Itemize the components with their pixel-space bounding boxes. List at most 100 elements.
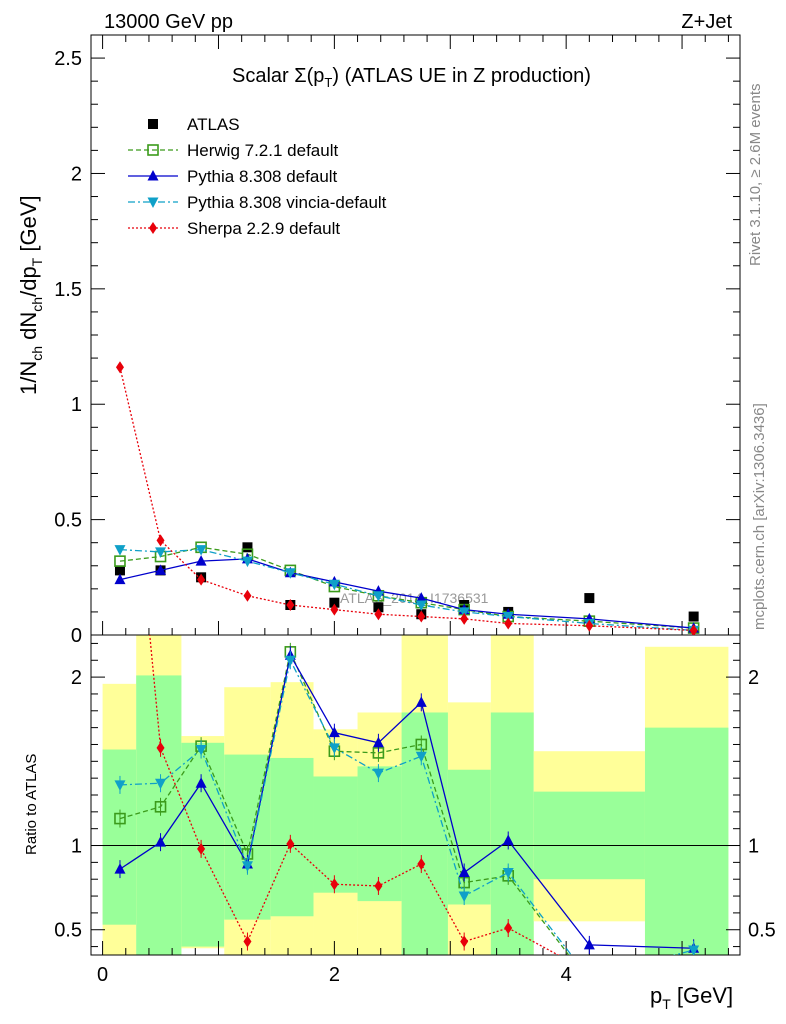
sherpa-ratio-point-7	[417, 858, 426, 871]
sherpa-ratio-point-10	[585, 966, 593, 978]
pythia-ratio-point-9	[502, 834, 514, 845]
atlas-point-3	[242, 542, 253, 553]
y-tick-label-ratio-left: 1	[71, 836, 82, 858]
legend-label-atlas: ATLAS	[187, 115, 240, 134]
legend-label-herwig: Herwig 7.2.1 default	[187, 141, 338, 160]
legend-marker-pythia	[147, 170, 159, 181]
legend: ATLAS Herwig 7.2.1 default Pythia 8.308 de…	[128, 115, 387, 238]
sherpa-point-7	[417, 610, 426, 623]
band-inner-0	[102, 749, 137, 925]
y-tick-label-ratio-right: 1	[748, 836, 759, 858]
atlas-point-0	[114, 565, 125, 576]
legend-marker-atlas	[148, 119, 158, 129]
sherpa-ratio-point-6	[374, 879, 383, 892]
pythia-ratio-point-7	[415, 696, 427, 707]
energy-label: 13000 GeV pp	[104, 11, 233, 33]
pythia-ratio-point-2	[195, 777, 207, 788]
sherpa-ratio-point-3	[243, 935, 252, 948]
vincia-point-1	[155, 547, 167, 558]
sherpa-point-1	[156, 534, 165, 547]
band-inner-6	[357, 766, 402, 902]
sherpa-ratio-point-1	[156, 741, 165, 754]
y-tick-label-main: 0	[71, 625, 82, 647]
pythia-line	[119, 558, 694, 629]
vincia-point-0	[114, 545, 126, 556]
x-tick-label: 4	[561, 964, 572, 986]
sherpa-ratio-point-8	[460, 935, 469, 948]
band-inner-9	[490, 712, 534, 955]
herwig-ratio-point-0	[114, 812, 126, 825]
atlas-point-6	[373, 602, 384, 613]
atlas-point-11	[688, 611, 699, 622]
process-label: Z+Jet	[681, 11, 732, 33]
band-inner-2	[181, 742, 225, 947]
sherpa-ratio-point-0	[116, 317, 124, 329]
vincia-ratio-point-6	[372, 768, 384, 780]
sherpa-line	[119, 367, 694, 632]
band-inner-10	[533, 791, 645, 880]
x-axis-label: pT [GeV]	[650, 983, 733, 1012]
pythia-ratio-point-0	[114, 863, 126, 874]
x-tick-label: 2	[329, 964, 340, 986]
rivet-version-label: Rivet 3.1.10, ≥ 2.6M events	[747, 84, 764, 267]
sherpa-point-3	[243, 589, 252, 602]
vincia-ratio-point-5	[328, 743, 340, 754]
vincia-ratio-point-1	[155, 778, 167, 790]
y-tick-label-main: 2.5	[54, 48, 82, 70]
band-inner-1	[136, 675, 182, 955]
pythia-point-0	[114, 573, 126, 585]
herwig-point-0	[114, 555, 126, 567]
main-y-axis-label: 1/Nch dNch/dpT [GeV]	[16, 195, 45, 395]
main-series	[114, 361, 700, 635]
atlas-point-5	[329, 597, 340, 608]
herwig-ratio-line	[119, 649, 570, 955]
ratio-series	[114, 317, 700, 987]
y-tick-label-main: 0.5	[54, 510, 82, 532]
band-inner-11	[644, 727, 729, 955]
vincia-ratio-line	[119, 658, 694, 955]
pythia-ratio-point-5	[328, 726, 340, 738]
vincia-ratio-point-10	[584, 974, 595, 985]
vincia-ratio-point-8	[458, 891, 470, 903]
vincia-ratio-point-0	[114, 780, 126, 791]
sherpa-ratio-point-5	[330, 878, 339, 891]
legend-marker-herwig	[147, 144, 159, 156]
y-tick-label-ratio-left: 0.5	[54, 920, 82, 942]
legend-marker-vincia	[147, 197, 159, 208]
y-tick-label-ratio-right: 0.5	[748, 920, 776, 942]
sherpa-ratio-line	[149, 635, 560, 955]
vincia-point-7	[415, 600, 427, 611]
sherpa-point-8	[460, 612, 469, 625]
sherpa-point-11	[689, 624, 698, 635]
pythia-ratio-point-6	[372, 736, 384, 748]
legend-marker-sherpa	[149, 222, 157, 234]
vincia-ratio-point-3	[241, 861, 253, 872]
band-inner-5	[313, 776, 358, 893]
sherpa-point-6	[374, 608, 383, 621]
sherpa-point-0	[115, 361, 124, 374]
vincia-point-6	[372, 591, 384, 602]
sherpa-ratio-point-9	[504, 922, 513, 935]
vincia-ratio-point-11	[688, 945, 700, 955]
mcplots-label: mcplots.cern.ch [arXiv:1306.3436]	[751, 403, 768, 630]
sherpa-ratio-point-4	[286, 837, 295, 850]
legend-label-pythia: Pythia 8.308 default	[187, 167, 338, 186]
axis-ticks: 0 2 4 0 0.5 1 1.5 2 2.5 0.5 0.5 1 1 2 2	[54, 34, 776, 986]
herwig-ratio-point-10	[584, 977, 594, 987]
sherpa-point-2	[197, 573, 206, 586]
pythia-ratio-line	[119, 653, 694, 949]
herwig-ratio-point-1	[154, 800, 167, 813]
pythia-point-7	[415, 592, 427, 603]
y-tick-label-main: 1	[71, 394, 82, 416]
legend-label-sherpa: Sherpa 2.2.9 default	[187, 219, 340, 238]
sherpa-point-10	[585, 619, 594, 632]
y-tick-label-ratio-right: 2	[748, 667, 759, 689]
x-tick-label: 0	[97, 964, 108, 986]
vincia-ratio-point-4	[284, 655, 296, 667]
ratio-y-axis-label: Ratio to ATLAS	[23, 754, 40, 855]
sherpa-point-5	[330, 603, 339, 616]
y-tick-label-main: 2	[71, 163, 82, 185]
vincia-point-5	[328, 579, 340, 591]
legend-label-vincia: Pythia 8.308 vincia-default	[187, 193, 387, 212]
